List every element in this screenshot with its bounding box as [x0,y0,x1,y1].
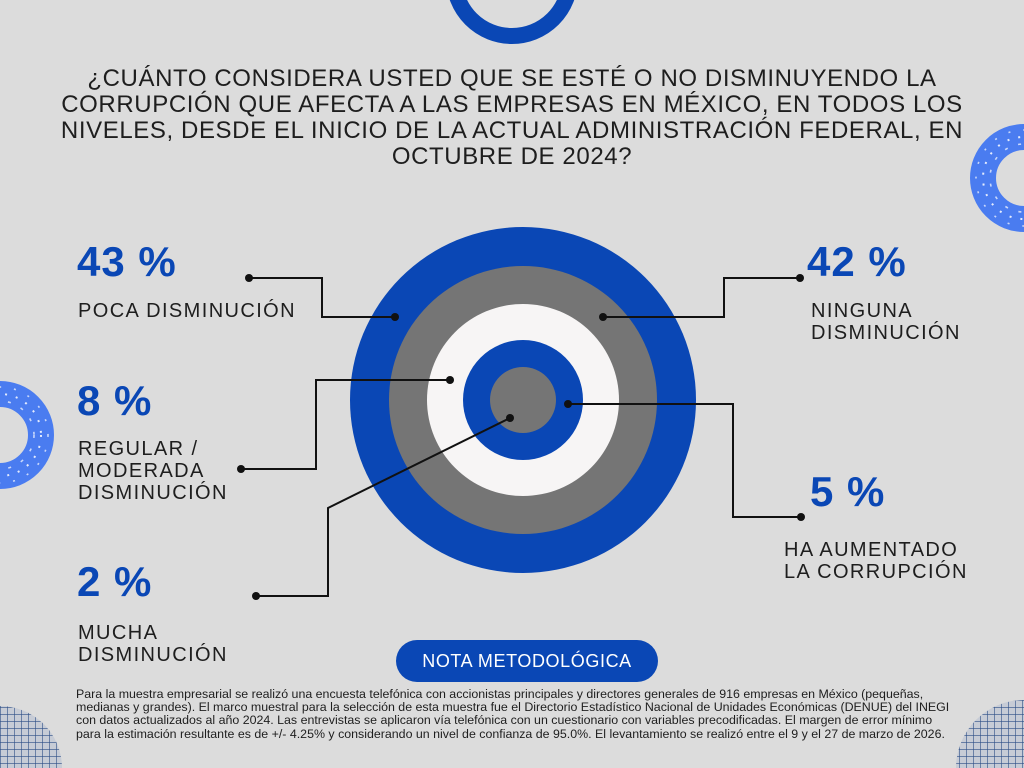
leader-dot [564,400,572,408]
label-line: DISMINUCIÓN [811,322,961,344]
right-dotted-ring [970,124,1024,232]
nota-metodologica-badge: NOTA METODOLÓGICA [396,640,658,682]
value-label-regular: 8 % [77,377,153,424]
leader-line-poca [249,277,395,318]
category-label-aumentado: HA AUMENTADO LA CORRUPCIÓN [784,539,968,583]
leader-dot [446,376,454,384]
label-line: REGULAR / [78,438,199,460]
label-line: POCA DISMINUCIÓN [78,300,296,322]
category-label-poca: POCA DISMINUCIÓN [78,300,296,322]
leader-dot [245,274,253,282]
label-line: HA AUMENTADO [784,539,959,561]
leader-line-aumentado [568,403,801,518]
chart-title: ¿CUÁNTO CONSIDERA USTED QUE SE ESTÉ O NO… [60,65,964,170]
label-line: LA CORRUPCIÓN [784,561,968,583]
label-line: NINGUNA [811,300,914,322]
category-label-mucha: MUCHA DISMINUCIÓN [78,622,228,666]
category-label-regular: REGULAR / MODERADA DISMINUCIÓN [78,438,228,504]
leader-dot [599,313,607,321]
label-line: MUCHA [78,622,159,644]
value-label-mucha: 2 % [77,558,153,605]
top-ring-shape [449,0,575,44]
value-label-ninguna: 42 % [807,238,907,285]
nota-metodologica-text: Para la muestra empresarial se realizó u… [76,687,950,741]
leader-dot [506,414,514,422]
left-dotted-ring [0,381,54,489]
leader-dot [252,592,260,600]
leader-line-regular [241,379,450,470]
label-line: MODERADA [78,460,205,482]
label-line: DISMINUCIÓN [78,644,228,666]
leader-dot [796,274,804,282]
leader-dot [797,513,805,521]
label-line: DISMINUCIÓN [78,482,228,504]
value-label-aumentado: 5 % [810,468,886,515]
category-label-ninguna: NINGUNA DISMINUCIÓN [811,300,961,344]
leader-line-ninguna [603,277,800,318]
leader-dot [391,313,399,321]
leader-dot [237,465,245,473]
leader-line-mucha [256,417,511,597]
value-label-poca: 43 % [77,238,177,285]
